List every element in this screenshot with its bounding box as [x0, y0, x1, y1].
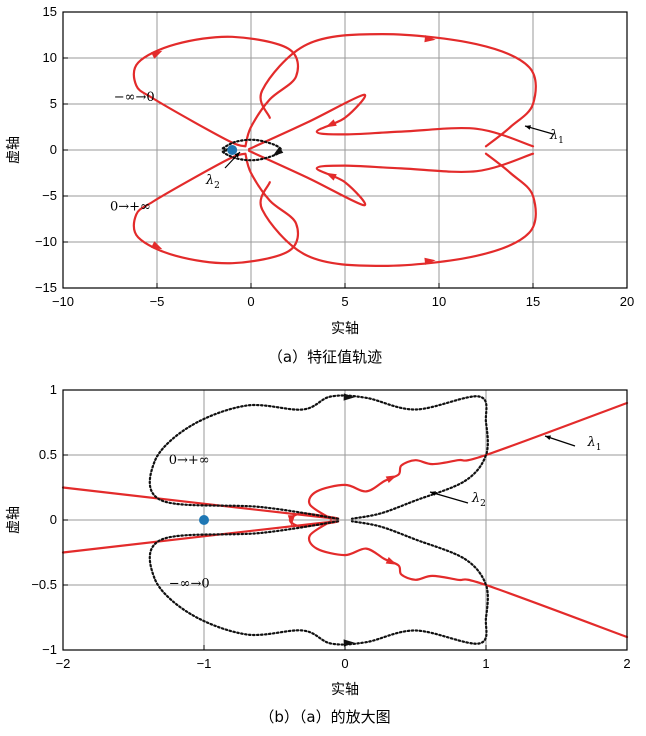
series-label-lambda2: λ2 [471, 491, 486, 509]
sweep-direction-annotation: 0→+∞ [169, 453, 210, 468]
direction-arrow-icon [343, 393, 355, 401]
x-tick-label: 0 [247, 294, 254, 309]
label-pointers [224, 125, 576, 504]
figure-caption: （b）（a）的放大图 [259, 708, 390, 726]
x-tick-label: 15 [526, 294, 540, 309]
y-tick-label: −10 [35, 234, 57, 249]
series-line-lambda1-2 [307, 520, 629, 639]
series-group [132, 33, 537, 267]
grid [62, 389, 628, 651]
direction-arrow-icon [272, 147, 284, 157]
x-tick-label: −1 [197, 656, 212, 671]
x-axis-label: 实轴 [331, 321, 359, 337]
x-tick-label: −5 [150, 294, 165, 309]
pointer-line [429, 491, 469, 504]
direction-arrow-icon [343, 639, 355, 647]
direction-arrow-icon [287, 515, 295, 526]
y-tick-label: 0 [50, 142, 57, 157]
pointer-arrowhead-icon [525, 125, 531, 130]
pointer-arrowhead-icon [234, 152, 240, 158]
x-tick-label: 2 [623, 656, 630, 671]
sweep-direction-annotation: −∞→0 [114, 90, 155, 105]
direction-arrow-icon [424, 35, 436, 43]
series-line-lambda1-3 [132, 152, 300, 265]
direction-arrow-icon [325, 172, 337, 181]
direction-arrow-icon [151, 50, 163, 59]
y-tick-label: −5 [42, 188, 57, 203]
y-tick-label: −15 [35, 280, 57, 295]
series-label-lambda1: λ1 [549, 128, 564, 146]
chart-panel-b: −2 −1 0 1 2−1−0.500.51实轴虚轴0→+∞−∞→0λ1λ2（b）（a）… [6, 382, 631, 726]
pointer-arrowhead-icon [430, 491, 436, 496]
series-line-lambda1-1 [248, 93, 535, 151]
y-tick-label: 5 [50, 96, 57, 111]
series-line-lambda1-1 [307, 401, 629, 520]
x-tick-label: −2 [56, 656, 71, 671]
critical-point-marker [199, 515, 209, 525]
y-tick-label: 1 [50, 382, 57, 397]
x-tick-label: 0 [341, 656, 348, 671]
direction-arrow-icon [151, 241, 163, 250]
series-group [61, 393, 629, 647]
series-label-lambda1: λ1 [587, 435, 602, 453]
y-tick-label: 0 [50, 512, 57, 527]
x-tick-label: 10 [432, 294, 446, 309]
x-tick-label: 1 [482, 656, 489, 671]
direction-arrow-icon [385, 557, 397, 565]
pointer-arrowhead-icon [545, 435, 551, 440]
x-axis-label: 实轴 [331, 682, 359, 698]
series-line-lambda1-2 [259, 33, 537, 148]
series-line-lambda2-3 [148, 394, 489, 520]
y-tick-label: −0.5 [31, 577, 57, 592]
grid [62, 11, 628, 289]
x-tick-label: 5 [341, 294, 348, 309]
y-tick-label: 10 [43, 50, 57, 65]
y-axis-label: 虚轴 [6, 506, 22, 534]
chart-panel-a: −10 −5 0 5 10 15 20−15−10−5051015实轴虚轴−∞→00→+∞λ… [6, 4, 634, 366]
direction-arrow-icon [325, 119, 337, 128]
tick-labels: −2 −1 0 1 2−1−0.500.51 [31, 382, 630, 671]
y-axis-label: 虚轴 [6, 136, 22, 164]
series-line-lambda1-4 [248, 149, 535, 207]
y-tick-label: 0.5 [39, 447, 57, 462]
x-tick-label: 20 [620, 294, 634, 309]
direction-arrow-icon [385, 475, 397, 483]
series-line-lambda1-0 [132, 35, 300, 148]
direction-arrow-icon [424, 257, 436, 265]
series-line-lambda2-4 [148, 520, 489, 646]
sweep-direction-annotation: −∞→0 [169, 577, 210, 592]
y-tick-label: −1 [42, 642, 57, 657]
x-tick-label: −10 [52, 294, 74, 309]
series-label-lambda2: λ2 [205, 173, 220, 191]
y-tick-label: 15 [43, 4, 57, 19]
sweep-direction-annotation: 0→+∞ [110, 200, 151, 215]
figure-caption: （a）特征值轨迹 [268, 348, 382, 366]
series-line-lambda1-5 [259, 152, 537, 267]
critical-point-marker [227, 145, 238, 155]
